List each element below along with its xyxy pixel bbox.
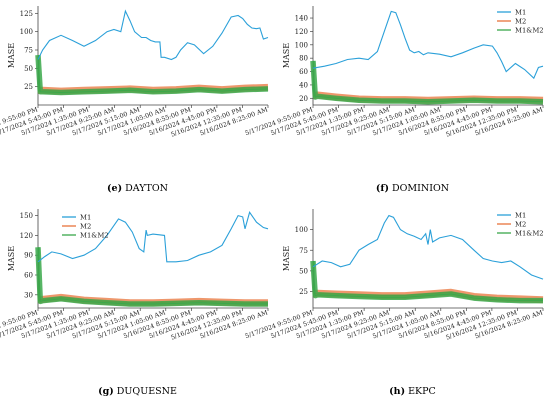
y-tick-label: 50: [299, 267, 308, 275]
series-line-m1: [312, 10, 544, 80]
legend-label: M2: [515, 18, 526, 26]
chart-panel-dominion: 20 40 60 80 100 120 140 MASE 5/17/2024 9:55:00 P…: [244, 0, 550, 203]
legend-label: M2: [515, 221, 526, 229]
panel-caption: (e) DAYTON: [0, 183, 275, 194]
panel-name: DAYTON: [125, 183, 168, 194]
legend-label: M1: [80, 214, 91, 222]
chart-panel-dayton: 25 50 75 100 125 MASE 5/17/2024 9:55:00 PM 5/17…: [0, 0, 275, 203]
legend-label: M1&M2: [80, 232, 109, 240]
series-line-m1: [37, 9, 269, 61]
y-tick-label: 50: [24, 65, 33, 73]
chart-panel-ekpc: 25 50 75 100 MASE 5/17/2024 9:55:00 PM 5/17/20…: [244, 203, 550, 406]
series-line-m1: [37, 211, 269, 263]
series-line-m1m2: [312, 60, 544, 103]
series-line-m1m2: [37, 247, 268, 305]
y-tick-label: 40: [299, 81, 308, 89]
y-axis-label: MASE: [282, 43, 291, 68]
y-tick-label: 125: [20, 10, 33, 18]
y-tick-label: 140: [295, 15, 308, 23]
panel-letter: (f): [375, 183, 389, 194]
series-line-m1m2: [312, 260, 543, 302]
panel-caption: (h) EKPC: [275, 386, 550, 397]
y-tick-label: 100: [295, 226, 308, 234]
y-tick-label: 150: [20, 212, 33, 220]
y-tick-label: 25: [299, 288, 308, 296]
y-tick-label: 60: [24, 272, 33, 280]
panel-letter: (g): [98, 386, 114, 397]
y-axis-label: MASE: [7, 246, 16, 271]
legend-label: M1&M2: [515, 27, 544, 35]
panel-name: EKPC: [408, 386, 436, 397]
legend-label: M1: [515, 9, 526, 17]
y-tick-label: 75: [24, 47, 33, 55]
y-tick-label: 80: [299, 55, 308, 63]
series-line-m1: [312, 214, 544, 280]
series-line-m1m2: [37, 55, 269, 93]
y-tick-label: 20: [299, 95, 308, 103]
legend-label: M1: [515, 212, 526, 220]
panel-letter: (h): [389, 386, 406, 397]
y-tick-label: 25: [24, 83, 33, 91]
panel-name: DUQUESNE: [116, 386, 177, 397]
panel-caption: (g) DUQUESNE: [0, 386, 275, 397]
panel-letter: (e): [107, 183, 123, 194]
y-tick-label: 60: [299, 68, 308, 76]
y-tick-label: 100: [20, 28, 33, 36]
y-tick-label: 120: [295, 28, 308, 36]
y-tick-label: 100: [295, 41, 308, 49]
legend-label: M1&M2: [515, 230, 544, 238]
chart-panel-duquesne: 30 60 90 120 150 MASE 5/17/2024 9:55:00 PM 5/17…: [0, 203, 275, 406]
series-band-m1m2: [310, 260, 543, 304]
y-tick-label: 30: [24, 291, 33, 299]
y-axis-label: MASE: [282, 246, 291, 271]
y-tick-label: 120: [20, 232, 33, 240]
legend-label: M2: [80, 223, 91, 231]
y-tick-label: 75: [299, 247, 308, 255]
y-tick-label: 90: [24, 252, 33, 260]
panel-caption: (f) DOMINION: [275, 183, 550, 194]
panel-name: DOMINION: [392, 183, 450, 194]
y-axis-label: MASE: [7, 43, 16, 68]
